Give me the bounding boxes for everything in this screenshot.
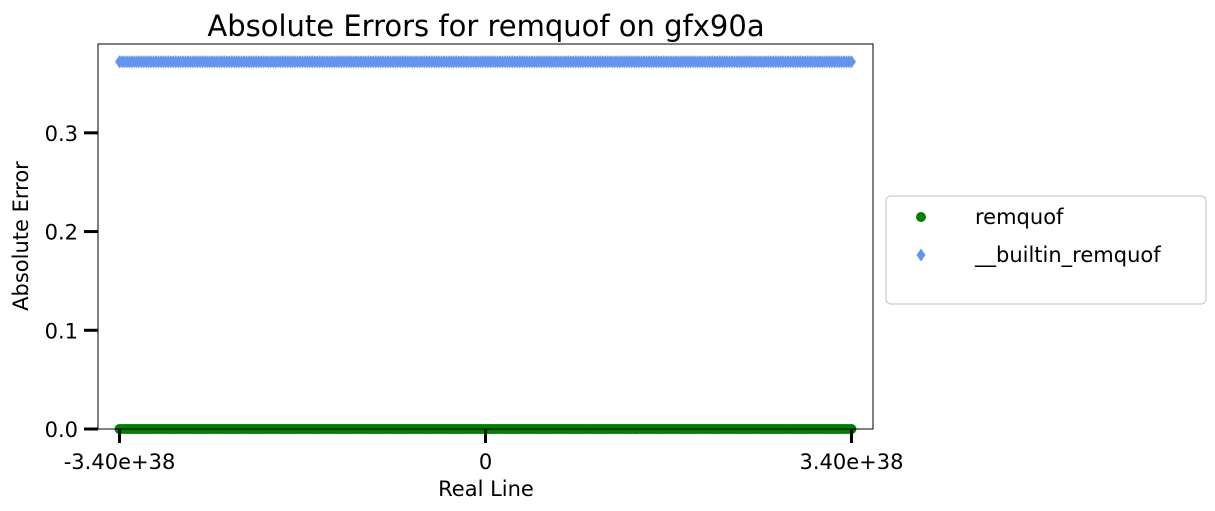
y-tick-label: 0.2	[45, 221, 78, 245]
legend-label: __builtin_remquof	[974, 243, 1161, 268]
x-axis-ticks: -3.40e+38 0 3.40e+38	[64, 429, 903, 474]
legend-entry: remquof	[916, 205, 1064, 229]
x-tick-label: -3.40e+38	[64, 450, 176, 474]
legend-marker	[916, 212, 926, 222]
y-tick-label: 0.0	[45, 418, 78, 442]
data-point	[846, 55, 856, 69]
y-tick-label: 0.1	[45, 319, 78, 343]
legend-frame	[885, 195, 1207, 305]
legend-label: remquof	[975, 205, 1064, 229]
plot-frame	[97, 43, 874, 430]
y-axis-ticks: 0.0 0.1 0.2 0.3	[45, 122, 98, 442]
y-tick-label: 0.3	[45, 122, 78, 146]
series-builtinremquof-points	[115, 55, 856, 69]
x-tick-label: 3.40e+38	[799, 450, 903, 474]
legend-entry: __builtin_remquof	[916, 243, 1161, 268]
legend: remquof __builtin_remquof	[885, 195, 1207, 305]
legend-marker	[916, 248, 926, 262]
y-axis-label: Absolute Error	[9, 161, 33, 311]
chart-title: Absolute Errors for remquof on gfx90a	[207, 9, 764, 43]
x-tick-label: 0	[479, 450, 492, 474]
legend-items: remquof __builtin_remquof	[916, 205, 1161, 268]
plot-marks	[114, 55, 857, 434]
x-axis-label: Real Line	[438, 477, 534, 501]
